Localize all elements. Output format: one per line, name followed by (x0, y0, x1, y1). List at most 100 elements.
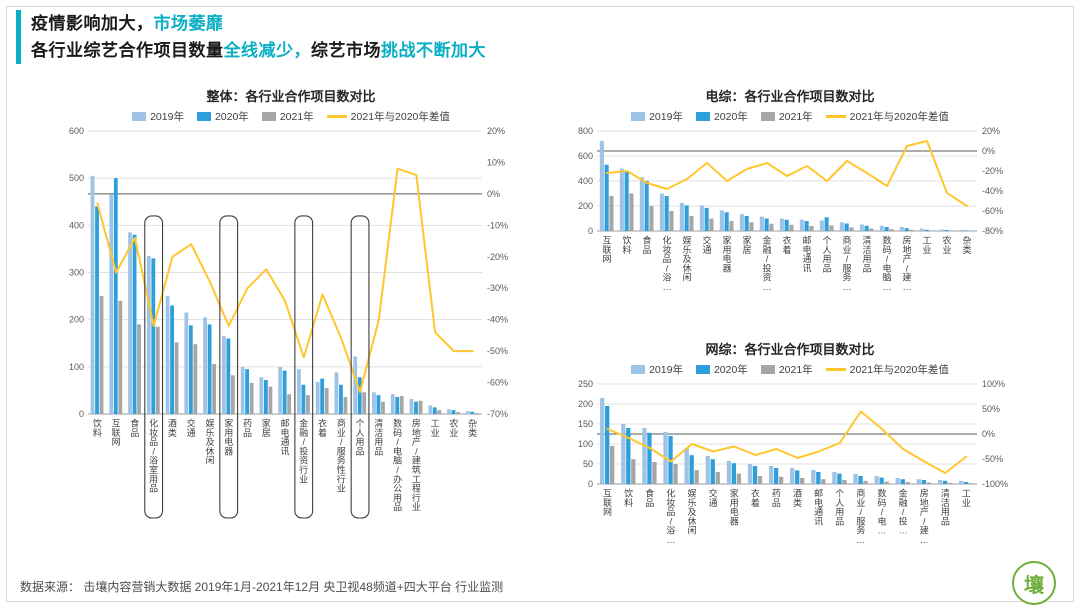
svg-text:个人用品: 个人用品 (822, 236, 831, 274)
svg-text:100%: 100% (982, 379, 1005, 389)
svg-text:互联网: 互联网 (603, 489, 612, 518)
brand-logo: 壤 (1012, 561, 1056, 605)
svg-text:化妆品/浴…: 化妆品/浴… (662, 235, 671, 293)
svg-text:金融/投资…: 金融/投资… (762, 235, 771, 293)
svg-text:工业: 工业 (922, 236, 931, 255)
headline-line1: 疫情影响加大，市场萎靡 (31, 14, 224, 33)
chart-tv-plot: 0 200 400 600 800 -80% -60% -40% -20% 0% 20% 互联网 饮料食… (578, 126, 1003, 293)
svg-text:-40%: -40% (487, 315, 508, 325)
svg-text:农业: 农业 (449, 418, 458, 438)
svg-text:200: 200 (69, 315, 84, 325)
svg-text:衣着: 衣着 (318, 418, 327, 438)
svg-text:20%: 20% (982, 126, 1000, 136)
svg-text:200: 200 (578, 201, 593, 211)
svg-text:0: 0 (588, 479, 593, 489)
svg-text:房地产/建筑工程行业: 房地产/建筑工程行业 (412, 418, 421, 513)
chart-tv-legend: 2019年 2020年 2021年 2021年与2020年差值 (631, 109, 949, 124)
svg-text:500: 500 (69, 173, 84, 183)
svg-text:清洁用品: 清洁用品 (374, 418, 383, 457)
legend-item: 2019年 (132, 109, 184, 124)
chart-overall-title: 整体：各行业合作项目数对比 (206, 89, 376, 104)
svg-text:药品: 药品 (772, 489, 781, 508)
svg-text:交通: 交通 (709, 488, 718, 508)
charts-area: 整体：各行业合作项目数对比 2019年 2020年 2021年 2021年与2020年… (52, 86, 1026, 562)
chart-web-legend: 2019年 2020年 2021年 2021年与2020年差值 (631, 362, 949, 377)
svg-text:数码/电脑…: 数码/电脑… (882, 235, 891, 293)
svg-text:商业/服务…: 商业/服务… (856, 488, 865, 546)
svg-text:杂类: 杂类 (468, 419, 477, 438)
svg-text:数码/电…: 数码/电… (877, 488, 886, 536)
svg-text:邮电通讯: 邮电通讯 (814, 488, 823, 527)
svg-text:家用电器: 家用电器 (224, 418, 233, 457)
legend-item-diff-line: 2021年与2020年差值 (326, 109, 450, 124)
header: 疫情影响加大，市场萎靡 各行业综艺合作项目数量全线减少，综艺市场挑战不断加大 (16, 10, 486, 65)
svg-text:农业: 农业 (942, 235, 951, 255)
svg-text:饮料: 饮料 (93, 418, 102, 438)
svg-text:-70%: -70% (487, 409, 508, 419)
svg-text:药品: 药品 (243, 419, 252, 438)
svg-text:清洁用品: 清洁用品 (941, 488, 950, 527)
svg-text:衣着: 衣着 (751, 488, 760, 508)
svg-text:-20%: -20% (982, 166, 1003, 176)
svg-text:50%: 50% (982, 404, 1000, 414)
svg-text:化妆品/浴室用品: 化妆品/浴室用品 (149, 418, 158, 494)
svg-text:交通: 交通 (702, 235, 711, 255)
legend-item: 2020年 (695, 362, 748, 377)
svg-text:20%: 20% (487, 126, 505, 136)
svg-text:-20%: -20% (487, 252, 508, 262)
svg-text:房地产/建…: 房地产/建… (902, 235, 911, 293)
svg-text:-60%: -60% (487, 378, 508, 388)
svg-text:200: 200 (578, 399, 593, 409)
svg-text:数码/电脑/办公用品: 数码/电脑/办公用品 (393, 418, 402, 513)
svg-text:食品: 食品 (642, 235, 651, 255)
svg-text:杂类: 杂类 (962, 236, 971, 255)
svg-text:400: 400 (69, 220, 84, 230)
svg-text:清洁用品: 清洁用品 (862, 235, 871, 274)
svg-text:酒类: 酒类 (793, 489, 802, 508)
legend-item: 2020年 (695, 109, 748, 124)
svg-text:-60%: -60% (982, 206, 1003, 216)
chart-web-panel: 网综：各行业合作项目数对比 2019年 2020年 2021年 2021年与2020年… (554, 339, 1026, 562)
svg-text:250: 250 (578, 379, 593, 389)
accent-bar (16, 10, 21, 65)
svg-text:800: 800 (578, 126, 593, 136)
svg-text:0%: 0% (487, 189, 500, 199)
svg-text:交通: 交通 (187, 418, 196, 438)
legend-item-diff-line: 2021年与2020年差值 (825, 362, 949, 377)
svg-text:-40%: -40% (982, 186, 1003, 196)
svg-text:0: 0 (79, 409, 84, 419)
chart-overall-panel: 整体：各行业合作项目数对比 2019年 2020年 2021年 2021年与2020年… (52, 86, 530, 562)
svg-text:化妆品/浴…: 化妆品/浴… (666, 488, 675, 546)
svg-text:家用电器: 家用电器 (730, 488, 739, 527)
svg-text:600: 600 (578, 151, 593, 161)
svg-text:600: 600 (69, 126, 84, 136)
svg-text:饮料: 饮料 (622, 235, 631, 255)
svg-text:-80%: -80% (982, 226, 1003, 236)
svg-text:娱乐及休闲: 娱乐及休闲 (687, 488, 696, 536)
svg-text:邮电通讯: 邮电通讯 (802, 235, 811, 274)
chart-overall-plot: 0 100 200 300 400 500 600 -70% -60% -50% -40% -30% -… (69, 126, 508, 519)
svg-text:房地产/建…: 房地产/建… (920, 488, 929, 546)
svg-text:金融/投…: 金融/投… (899, 488, 908, 536)
svg-text:家居: 家居 (742, 235, 751, 255)
svg-text:工业: 工业 (962, 489, 971, 508)
svg-text:100: 100 (578, 439, 593, 449)
svg-text:10%: 10% (487, 157, 505, 167)
legend-item: 2019年 (631, 109, 683, 124)
svg-text:400: 400 (578, 176, 593, 186)
legend-item: 2019年 (631, 362, 683, 377)
svg-text:-100%: -100% (982, 479, 1008, 489)
svg-text:300: 300 (69, 268, 84, 278)
svg-text:0: 0 (588, 226, 593, 236)
svg-text:食品: 食品 (645, 488, 654, 508)
svg-text:饮料: 饮料 (624, 488, 633, 508)
svg-text:衣着: 衣着 (782, 235, 791, 255)
svg-text:0%: 0% (982, 146, 995, 156)
legend-item: 2020年 (196, 109, 249, 124)
legend-item: 2021年 (760, 362, 813, 377)
svg-text:娱乐及休闲: 娱乐及休闲 (205, 418, 214, 466)
headline: 疫情影响加大，市场萎靡 各行业综艺合作项目数量全线减少，综艺市场挑战不断加大 (31, 10, 486, 64)
svg-text:0%: 0% (982, 429, 995, 439)
svg-text:个人用品: 个人用品 (356, 419, 365, 457)
